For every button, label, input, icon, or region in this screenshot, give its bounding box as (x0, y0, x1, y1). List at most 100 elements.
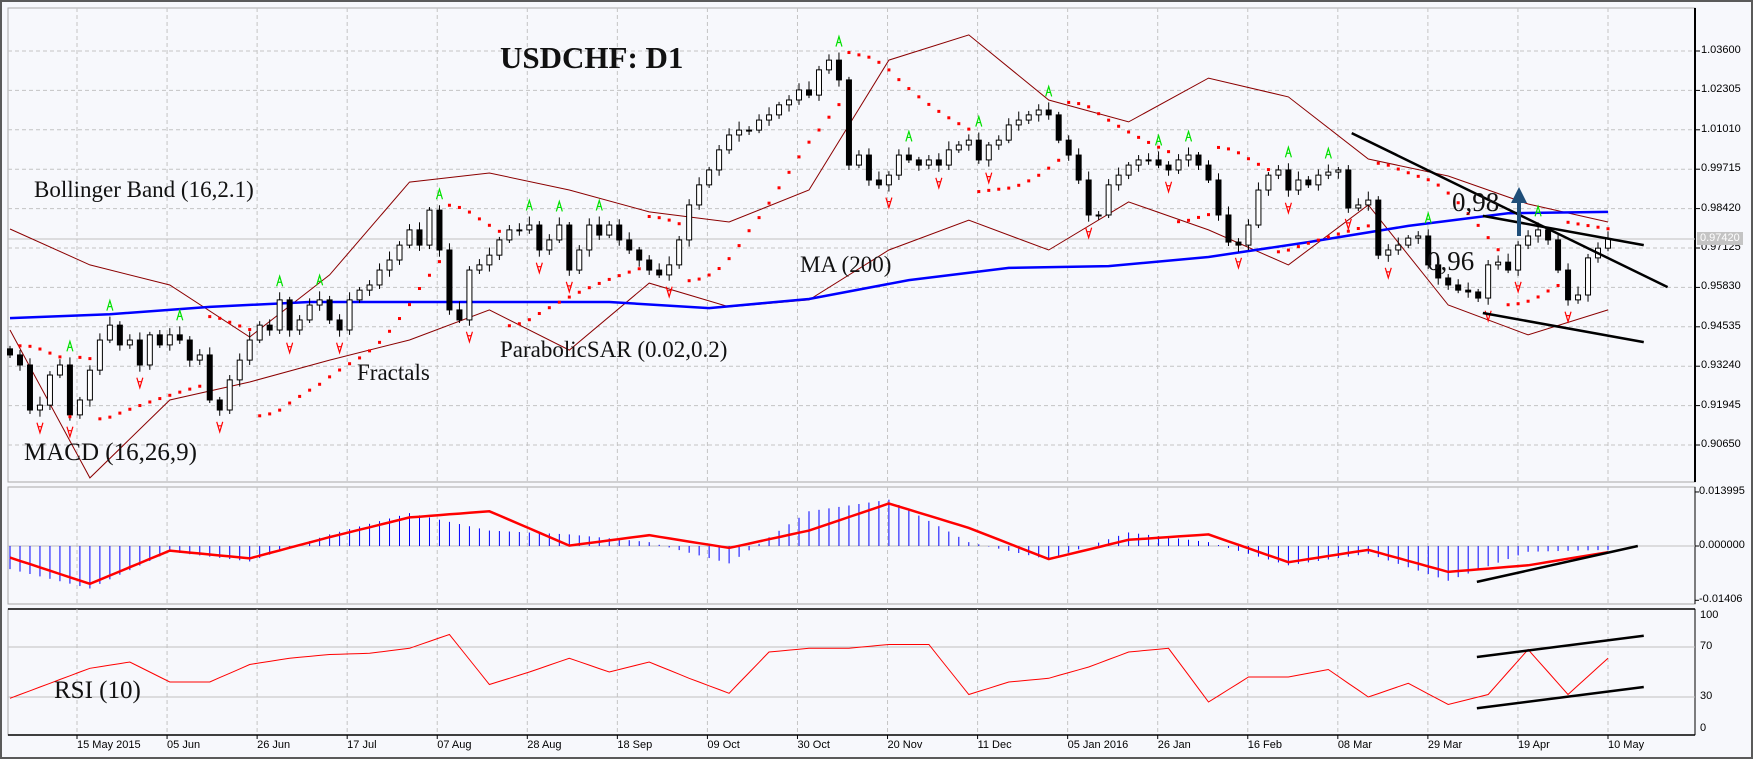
parabolic-sar-dot (487, 223, 491, 227)
candle-bullish (96, 339, 103, 371)
candle-bearish (446, 249, 453, 311)
parabolic-sar-dot (1546, 289, 1550, 293)
candle-bullish (1575, 294, 1582, 301)
parabolic-sar-dot (1386, 163, 1390, 167)
parabolic-sar-dot (1606, 227, 1610, 231)
parabolic-sar-dot (1506, 303, 1510, 307)
candle-bullish (376, 269, 383, 286)
parabolic-sar-dot (537, 312, 541, 316)
parabolic-sar-dot (1256, 162, 1260, 166)
parabolic-sar-dot (1336, 232, 1340, 236)
candle-bullish (666, 264, 673, 276)
parabolic-sar-dot (807, 140, 811, 144)
candle-bullish (945, 149, 952, 166)
candle-bullish (126, 339, 133, 346)
time-tick-label: 11 Dec (977, 739, 1012, 751)
parabolic-sar-dot (597, 281, 601, 285)
price-tick-label: 0.91945 (1701, 398, 1741, 411)
parabolic-sar-dot (877, 60, 881, 64)
parabolic-sar-dot (837, 103, 841, 107)
candle-bearish (456, 309, 463, 321)
candle-bullish (696, 184, 703, 206)
candle-bearish (616, 224, 623, 241)
candle-bearish (1165, 164, 1172, 171)
parabolic-sar-dot (657, 216, 661, 220)
candle-bullish (1265, 174, 1272, 191)
candle-bullish (1385, 249, 1392, 256)
candle-bullish (1485, 264, 1492, 299)
parabolic-sar-dot (1326, 235, 1330, 239)
price-pane (7, 7, 1696, 483)
parabolic-sar-dot (338, 368, 342, 372)
fractal-down-icon (36, 422, 44, 435)
candle-bearish (1425, 235, 1432, 266)
parabolic-sar-dot (627, 270, 631, 274)
rsi-tick-label: 70 (1700, 640, 1713, 652)
parabolic-sar-dot (907, 87, 911, 91)
parabolic-sar-dot (867, 55, 871, 59)
parabolic-sar-dot (278, 408, 282, 412)
candle-bullish (746, 129, 753, 132)
ma-200-line (9, 210, 1609, 320)
fractal-down-icon (1085, 227, 1093, 240)
candle-bullish (686, 204, 693, 241)
candle-bearish (1065, 139, 1072, 156)
parabolic-sar-dot (1356, 226, 1360, 230)
bollinger-label: Bollinger Band (16,2.1) (34, 177, 254, 202)
parabolic-sar-dot (1067, 100, 1071, 104)
candle-bullish (86, 369, 93, 401)
candle-bullish (516, 229, 523, 232)
candle-bullish (776, 104, 783, 116)
parabolic-sar-dot (348, 362, 352, 366)
candle-bearish (1345, 169, 1352, 209)
candle-bearish (1465, 289, 1472, 293)
parabolic-sar-dot (98, 417, 102, 421)
candle-bullish (466, 269, 473, 321)
bollinger-upper-band (9, 34, 1609, 338)
parabolic-sar-dot (677, 222, 681, 226)
time-tick-label: 20 Nov (887, 739, 923, 751)
parabolic-sar-dot (1057, 158, 1061, 162)
candle-bearish (646, 259, 653, 271)
parabolic-sar-dot (1007, 186, 1011, 190)
candle-bullish (1105, 184, 1112, 216)
parabolic-sar-dot (78, 355, 82, 359)
parabolic-sar-dot (1087, 105, 1091, 109)
parabolic-sar-dot (218, 316, 222, 320)
parabolic-sar-dot (1266, 168, 1270, 172)
candle-bearish (975, 139, 982, 161)
fractal-down-icon (136, 377, 144, 390)
candle-bullish (396, 244, 403, 261)
candle-bullish (1095, 214, 1102, 217)
fractal-up-icon (106, 298, 114, 311)
parabolic-sar-dot (408, 303, 411, 307)
time-tick-label: 26 Jun (257, 739, 291, 751)
candle-bullish (1495, 261, 1502, 266)
parabolic-sar-dot (1306, 241, 1310, 245)
fractal-up-icon (66, 339, 74, 352)
candle-bullish (236, 359, 243, 381)
fractal-down-icon (885, 197, 893, 210)
parabolic-sar-dot (328, 375, 332, 379)
candle-bullish (256, 324, 263, 341)
fractal-down-icon (336, 342, 344, 355)
parabolic-sar-dot (1396, 167, 1400, 171)
rsi-tick-label: 30 (1700, 690, 1713, 702)
parabolic-sar-dot (1137, 135, 1141, 139)
candle-bullish (796, 89, 803, 101)
time-tick-label: 08 Mar (1337, 739, 1373, 751)
parabolic-sar-dot (977, 190, 981, 194)
candle-bearish (865, 154, 872, 181)
parabolic-sar-dot (1037, 173, 1041, 177)
time-tick-label: 10 May (1608, 739, 1645, 751)
candle-bullish (1115, 174, 1122, 186)
price-trendline (1351, 132, 1669, 289)
parabolic-sar-dot (1047, 166, 1051, 170)
parabolic-sar-dot (1177, 220, 1181, 224)
parabolic-sar-dot (447, 203, 451, 207)
candle-bearish (7, 348, 13, 356)
parabolic-sar-dot (248, 328, 252, 332)
parabolic-sar-dot (1187, 218, 1191, 222)
parabolic-sar-dot (298, 394, 302, 398)
